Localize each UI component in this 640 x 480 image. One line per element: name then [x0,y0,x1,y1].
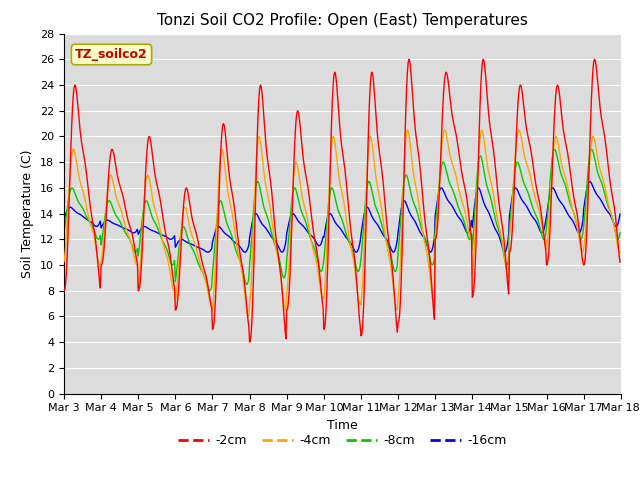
Title: Tonzi Soil CO2 Profile: Open (East) Temperatures: Tonzi Soil CO2 Profile: Open (East) Temp… [157,13,528,28]
Text: TZ_soilco2: TZ_soilco2 [75,48,148,61]
X-axis label: Time: Time [327,419,358,432]
Y-axis label: Soil Temperature (C): Soil Temperature (C) [22,149,35,278]
Legend: -2cm, -4cm, -8cm, -16cm: -2cm, -4cm, -8cm, -16cm [173,429,512,452]
